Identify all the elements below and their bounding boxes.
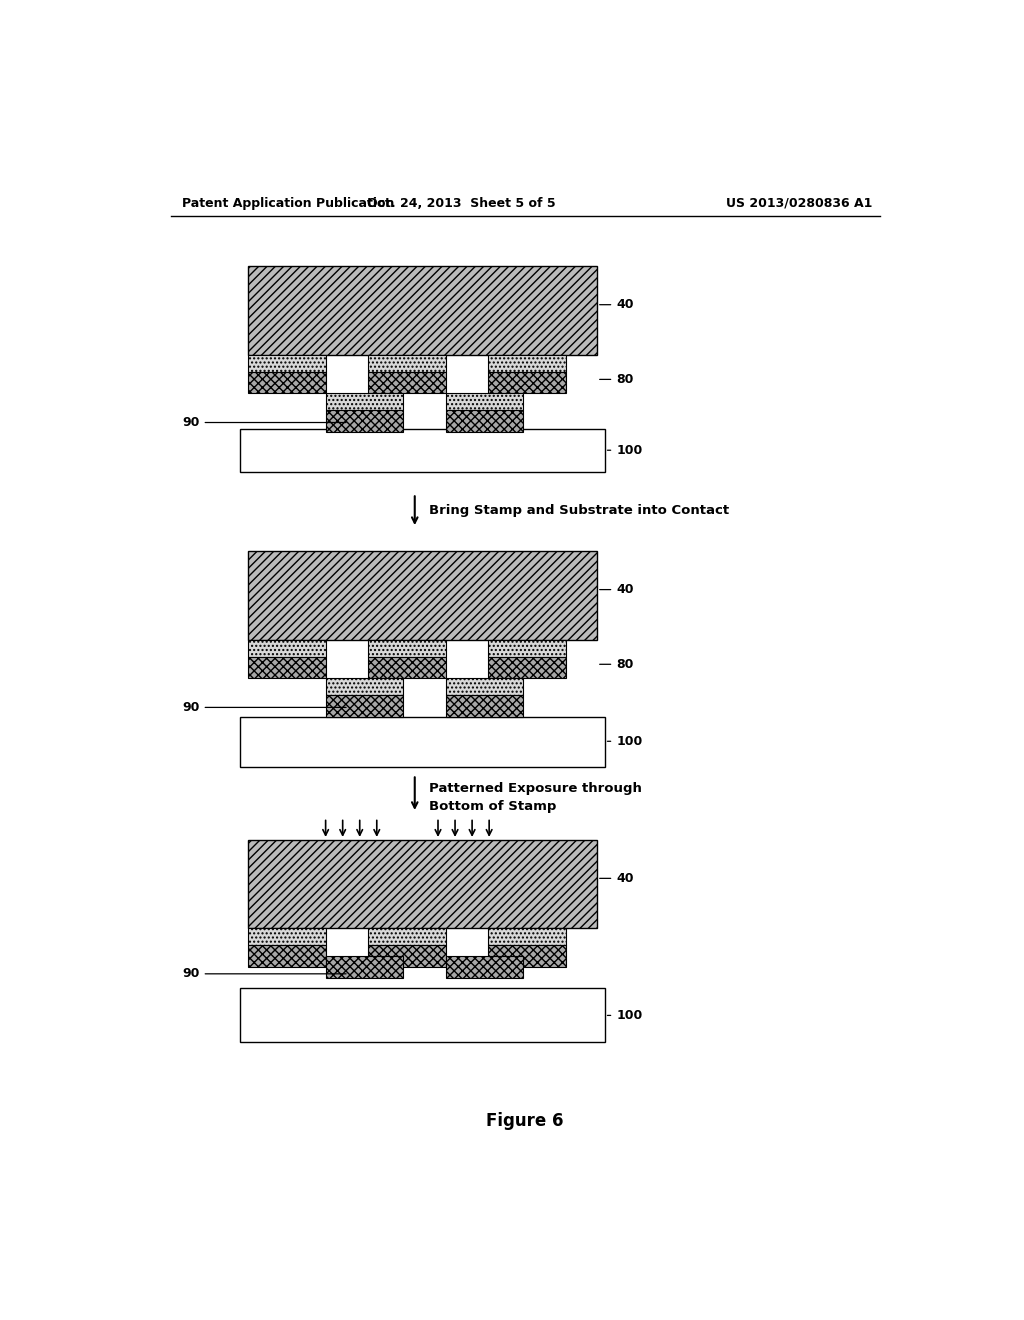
Text: 90: 90 — [182, 416, 346, 429]
Bar — [369, 945, 445, 966]
Bar — [369, 372, 445, 393]
Bar — [248, 372, 326, 393]
Text: 40: 40 — [600, 583, 634, 597]
Bar — [248, 928, 326, 945]
Text: Oct. 24, 2013  Sheet 5 of 5: Oct. 24, 2013 Sheet 5 of 5 — [367, 197, 556, 210]
Bar — [326, 956, 403, 978]
Bar — [326, 696, 403, 717]
Bar — [488, 656, 566, 678]
Bar — [445, 956, 523, 978]
Text: Bring Stamp and Substrate into Contact: Bring Stamp and Substrate into Contact — [429, 504, 729, 517]
Bar — [445, 393, 523, 411]
Bar — [248, 640, 326, 656]
Bar — [241, 717, 604, 767]
Bar — [248, 552, 597, 640]
Bar — [488, 945, 566, 966]
Text: 100: 100 — [607, 444, 642, 457]
Bar — [488, 355, 566, 372]
Text: 100: 100 — [607, 735, 642, 748]
Bar — [248, 840, 597, 928]
Bar — [248, 945, 326, 966]
Bar — [248, 355, 326, 372]
Text: 80: 80 — [600, 372, 634, 385]
Bar — [241, 429, 604, 471]
Bar — [241, 989, 604, 1043]
Text: US 2013/0280836 A1: US 2013/0280836 A1 — [726, 197, 872, 210]
Bar — [369, 656, 445, 678]
Bar — [445, 411, 523, 432]
Bar — [488, 640, 566, 656]
Text: 40: 40 — [600, 298, 634, 312]
Bar — [445, 678, 523, 696]
Bar — [326, 411, 403, 432]
Text: 80: 80 — [600, 657, 634, 671]
Text: 90: 90 — [182, 968, 346, 981]
Bar — [326, 393, 403, 411]
Text: Patterned Exposure through: Patterned Exposure through — [429, 781, 642, 795]
Bar — [445, 696, 523, 717]
Text: Bottom of Stamp: Bottom of Stamp — [429, 800, 556, 813]
Bar — [369, 928, 445, 945]
Bar — [369, 355, 445, 372]
Text: Patent Application Publication: Patent Application Publication — [182, 197, 394, 210]
Text: 100: 100 — [607, 1008, 642, 1022]
Text: 40: 40 — [600, 871, 634, 884]
Bar — [369, 640, 445, 656]
Text: Figure 6: Figure 6 — [486, 1111, 563, 1130]
Bar — [248, 267, 597, 355]
Bar — [488, 928, 566, 945]
Bar — [326, 678, 403, 696]
Text: 90: 90 — [182, 701, 346, 714]
Bar — [488, 372, 566, 393]
Bar — [248, 656, 326, 678]
